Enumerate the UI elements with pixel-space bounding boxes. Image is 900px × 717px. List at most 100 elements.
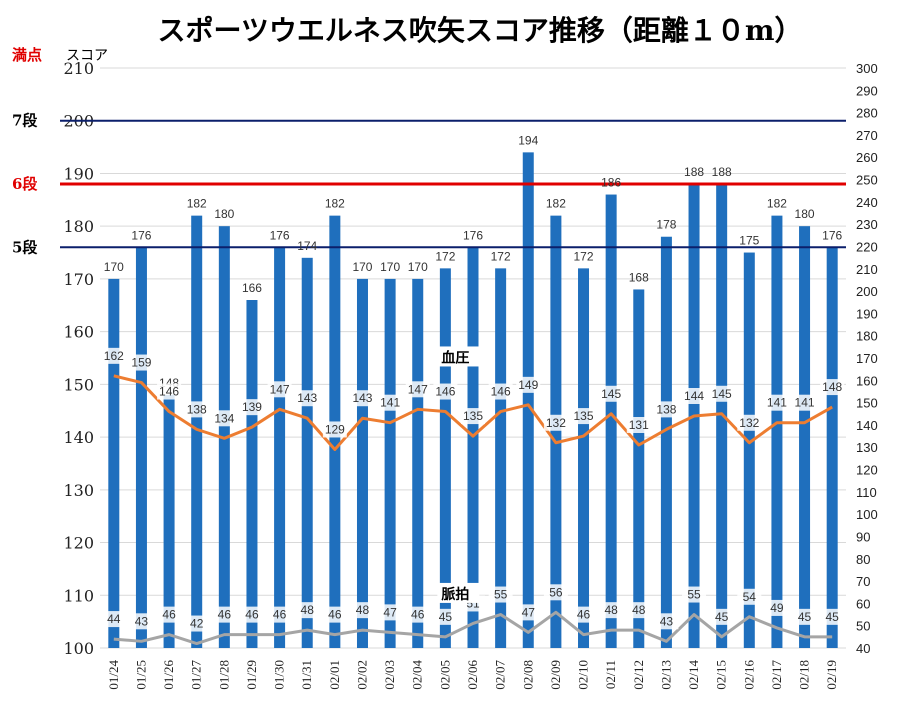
reference-lines: 7段 6段 5段	[12, 112, 846, 256]
line-value-label: 48	[604, 603, 618, 617]
line-value-label: 45	[798, 610, 812, 624]
label-backdrop	[184, 615, 209, 632]
right-tick-label: 110	[856, 485, 877, 500]
label-backdrop	[820, 379, 845, 396]
label-backdrop	[764, 394, 789, 411]
bar-value-label: 175	[739, 234, 759, 248]
label-backdrop	[626, 602, 651, 619]
line-value-label: 46	[218, 608, 232, 622]
label-backdrop	[626, 417, 651, 433]
bar	[384, 278, 396, 648]
left-tick-label: 190	[63, 164, 94, 183]
label-backdrop	[709, 385, 734, 402]
bar-value-label: 176	[822, 228, 842, 242]
bar-value-label: 172	[491, 249, 511, 263]
right-tick-label: 240	[856, 195, 878, 210]
right-tick-label: 130	[856, 440, 878, 455]
bar-value-label: 182	[325, 197, 345, 211]
left-tick-label: 100	[63, 639, 94, 658]
bar	[743, 252, 755, 648]
label-backdrop	[543, 584, 568, 601]
label-backdrop	[737, 414, 762, 431]
right-tick-label: 70	[856, 574, 870, 589]
line-value-label: 139	[242, 400, 262, 414]
bar-value-label: 172	[574, 249, 594, 263]
label-backdrop	[212, 410, 237, 427]
bar	[716, 184, 728, 648]
line-value-label: 47	[522, 605, 536, 619]
line-data-labels: 162 159 146 138 134 139 147 143 129 143 141 147 146 1…	[101, 346, 845, 632]
label-backdrop	[654, 613, 679, 630]
line-value-label: 46	[245, 608, 259, 622]
bar-value-label: 182	[546, 197, 566, 211]
x-tick-label: 02/11	[603, 660, 618, 689]
line-value-label: 46	[162, 608, 176, 622]
line-value-label: 138	[187, 402, 207, 416]
label-backdrop	[295, 390, 320, 407]
right-tick-label: 80	[856, 552, 870, 567]
bar-value-label: 188	[712, 165, 732, 179]
chart-title: スポーツウエルネス吹矢スコア推移（距離１０m）	[157, 14, 802, 47]
full-score-label: 満点	[12, 46, 42, 64]
line-value-label: 144	[684, 389, 704, 403]
label-backdrop	[129, 613, 154, 630]
line-value-label: 45	[715, 610, 729, 624]
series-name-label: 血圧	[441, 349, 469, 366]
bar-value-label: 170	[352, 260, 372, 274]
label-backdrop	[239, 606, 264, 623]
bar-value-label: 180	[795, 207, 815, 221]
left-tick-label: 140	[63, 428, 94, 447]
bar-value-label: 176	[463, 228, 483, 242]
bar-value-label: 172	[435, 249, 455, 263]
line-value-label: 145	[601, 387, 621, 401]
bar-value-label: 186	[601, 176, 621, 190]
line-value-label: 148	[822, 380, 842, 394]
right-tick-label: 260	[856, 150, 878, 165]
bar	[660, 236, 672, 648]
series-name-backdrop	[437, 582, 480, 603]
bar	[578, 268, 590, 648]
label-backdrop	[792, 394, 817, 411]
bar-value-label: 182	[767, 197, 787, 211]
left-axis-label: スコア	[66, 48, 108, 64]
series-name-backdrop	[437, 346, 480, 367]
x-tick-label: 02/12	[631, 660, 646, 690]
label-backdrop	[737, 588, 762, 605]
line-value-label: 145	[712, 387, 732, 401]
bar-value-label: 170	[380, 260, 400, 274]
label-backdrop	[764, 599, 789, 616]
x-tick-label: 02/08	[520, 660, 535, 690]
right-tick-label: 170	[856, 351, 878, 366]
label-backdrop	[516, 604, 541, 621]
line-value-label: 43	[660, 614, 674, 628]
line-value-label: 45	[439, 610, 453, 624]
x-tick-label: 01/30	[272, 660, 287, 690]
bar	[495, 268, 507, 648]
line-value-label: 54	[743, 590, 757, 604]
left-tick-label: 210	[63, 59, 94, 78]
bar	[439, 268, 451, 648]
label-backdrop	[433, 608, 458, 625]
line-value-label: 162	[104, 349, 124, 363]
bar	[826, 247, 838, 649]
bar	[467, 247, 479, 649]
bar	[301, 257, 313, 648]
label-backdrop	[792, 608, 817, 625]
bar	[191, 215, 203, 649]
bar	[246, 300, 258, 648]
series-line	[113, 610, 833, 646]
right-tick-label: 150	[856, 396, 878, 411]
label-backdrop	[682, 388, 707, 404]
label-backdrop	[599, 602, 624, 619]
label-backdrop	[405, 606, 430, 623]
right-tick-label: 180	[856, 329, 878, 344]
right-tick-label: 100	[856, 507, 878, 522]
label-backdrop	[157, 383, 182, 400]
right-tick-label: 250	[856, 173, 878, 188]
left-tick-label: 150	[63, 375, 94, 394]
x-tick-label: 01/27	[189, 660, 204, 690]
line-value-label: 45	[826, 610, 840, 624]
x-tick-label: 02/02	[354, 660, 369, 690]
x-axis-ticks: 01/24 01/25 01/26 01/27 01/28 01/29 01/30 01/31…	[106, 660, 839, 690]
right-tick-label: 120	[856, 463, 878, 478]
